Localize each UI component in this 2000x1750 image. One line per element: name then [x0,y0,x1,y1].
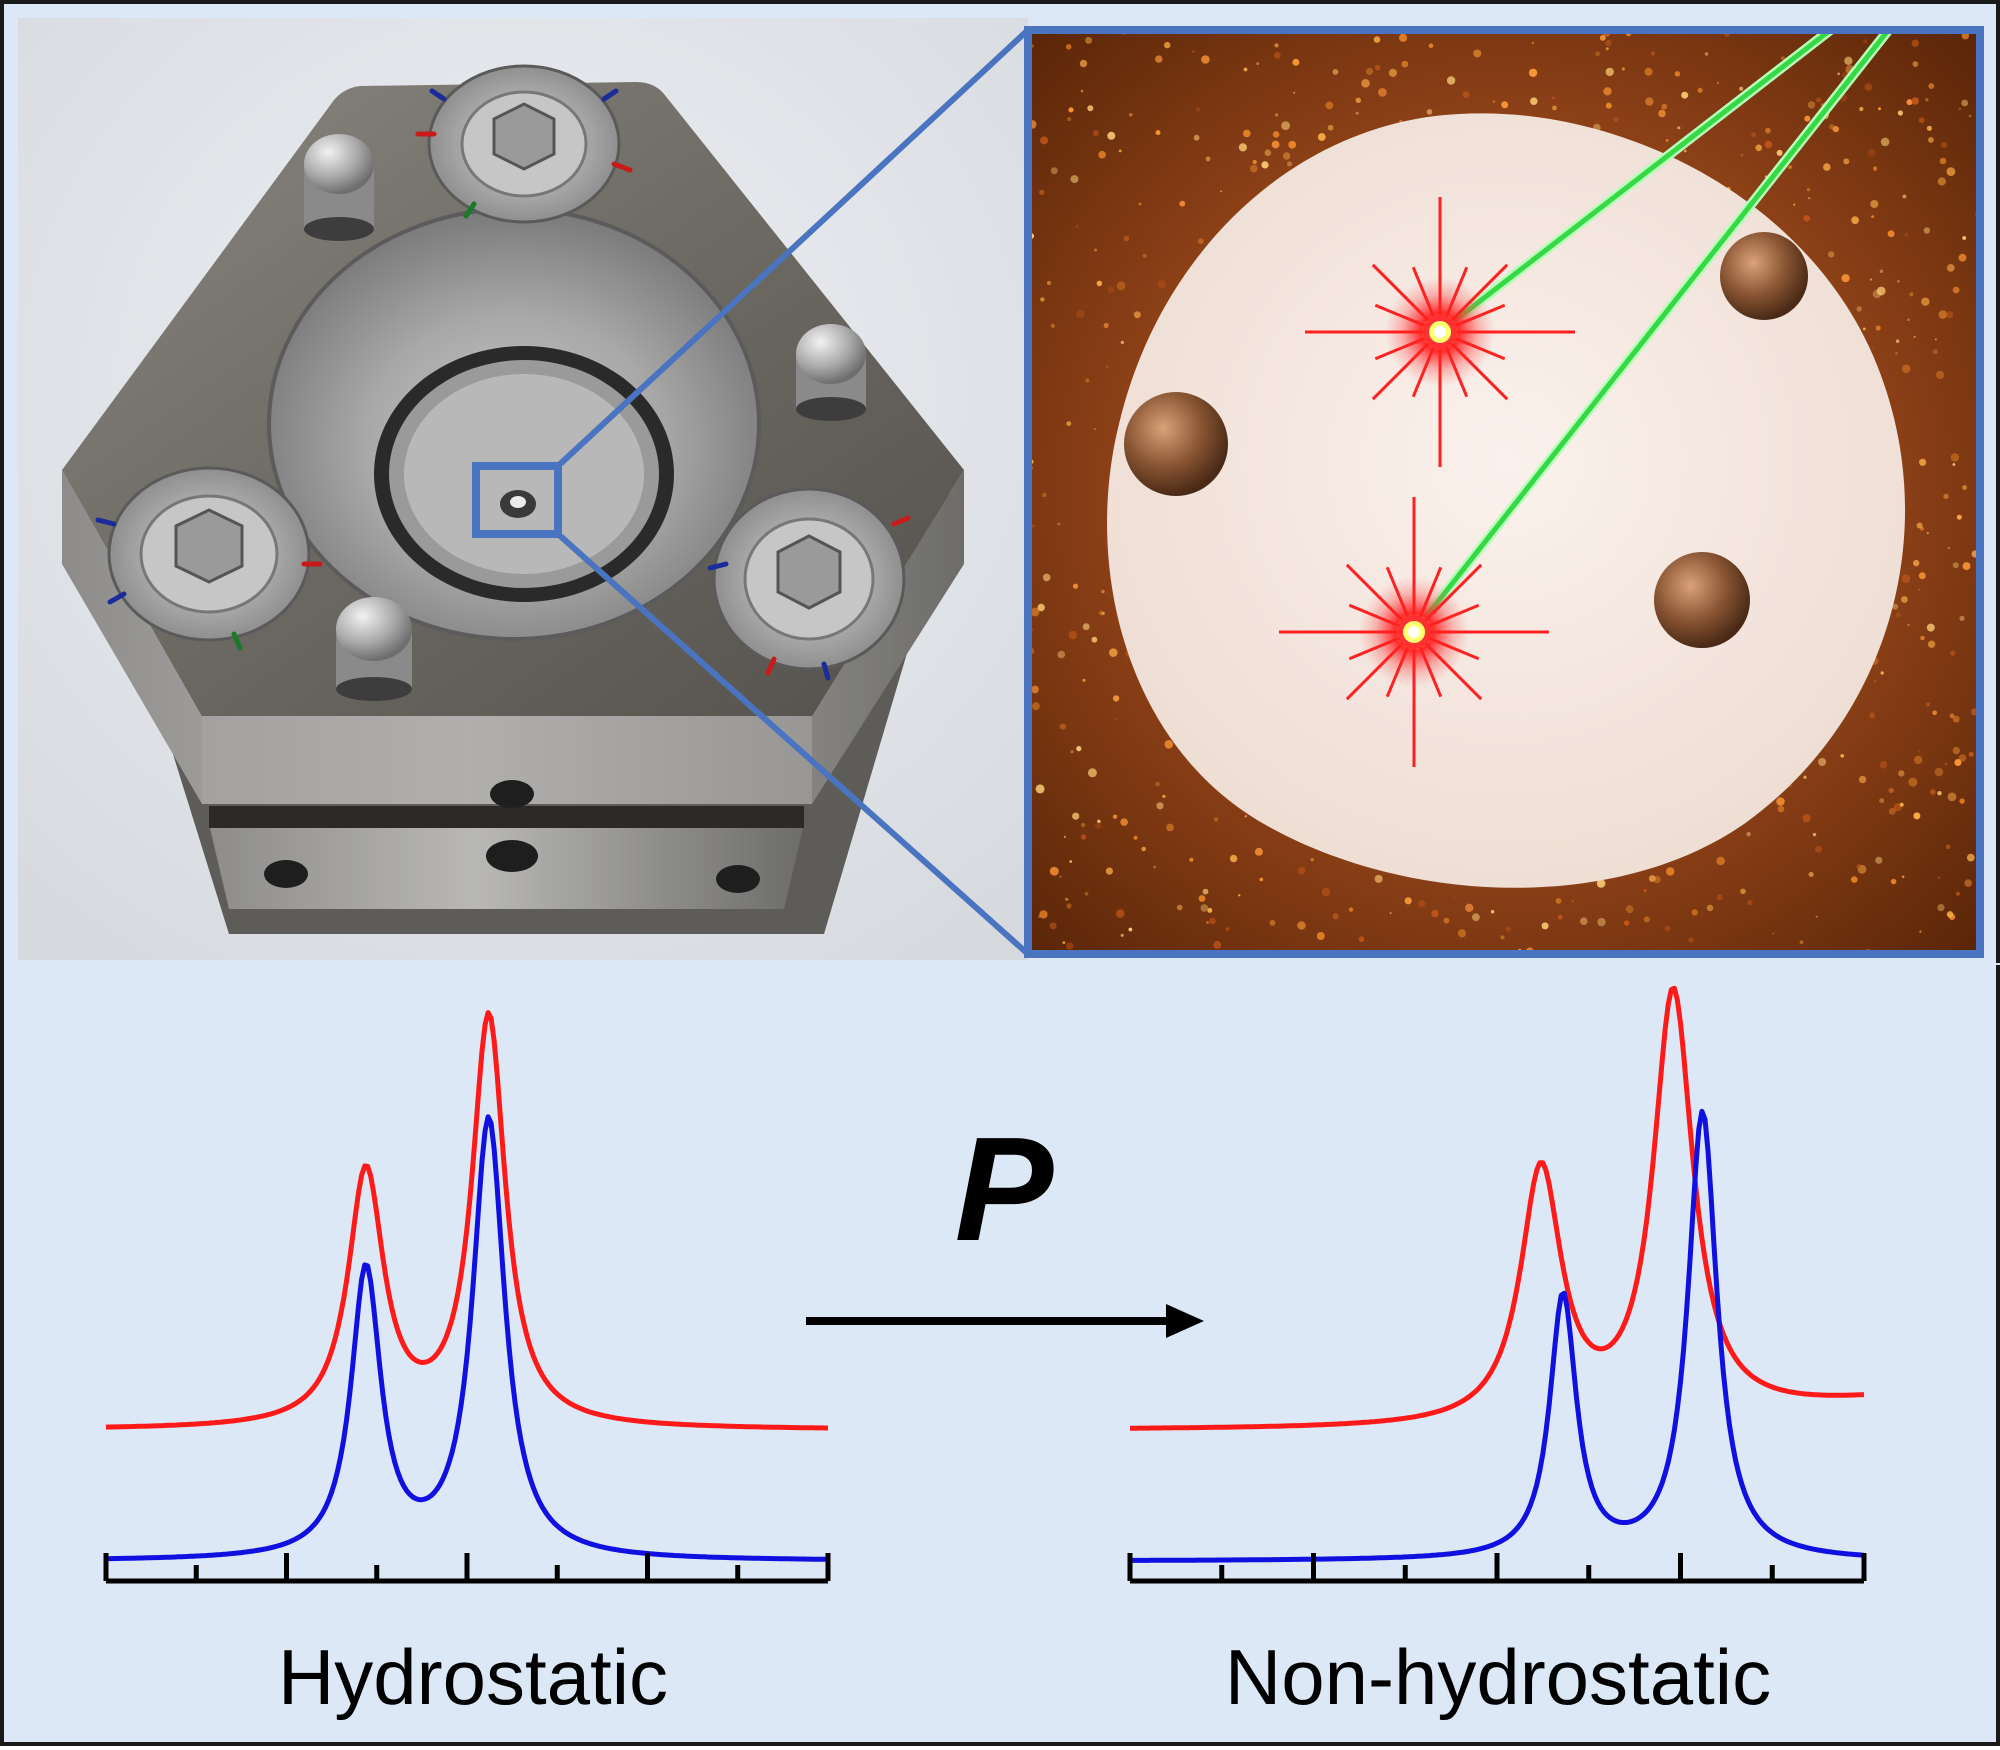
spectrum-series-line [105,1010,828,1431]
spectrum-series-line [1130,985,1865,1431]
emission-burst-icon [1279,497,1549,767]
sample-chamber-zoom [1028,30,1980,954]
pressure-cell-photo [18,18,1028,960]
hex-screw-icon [712,487,906,671]
pressure-label: P [955,1107,1054,1272]
sphere-icon [1720,232,1808,320]
non-hydrostatic-label: Non-hydrostatic [1225,1633,1771,1721]
dowel-pin-icon [304,134,374,241]
hex-screw-icon [107,466,311,642]
spectrum-series-line [1130,1108,1865,1563]
zoom-connector-top [555,27,1031,469]
zoom-connector-bottom [556,531,1030,957]
spectrum-hydrostatic [103,1010,831,1584]
zoom-frame [1024,26,1984,958]
hex-screw-icon [427,64,621,224]
emission-burst-icon [1305,197,1575,467]
zoom-source-box [472,462,562,538]
sphere-icon [1124,392,1228,496]
dowel-pin-icon [796,324,866,421]
spectrum-series-line [105,1114,828,1562]
arrow-head-icon [1166,1304,1204,1338]
figure-canvas: P Hydrostatic Non-hydrostatic [4,18,2000,1721]
pressure-arrow: P [806,1107,1204,1338]
sphere-icon [1654,552,1750,648]
spectrum-non-hydrostatic [1127,985,1867,1584]
sample-chamber [1107,113,1906,888]
hydrostatic-label: Hydrostatic [278,1633,668,1721]
dowel-pin-icon [336,597,412,701]
